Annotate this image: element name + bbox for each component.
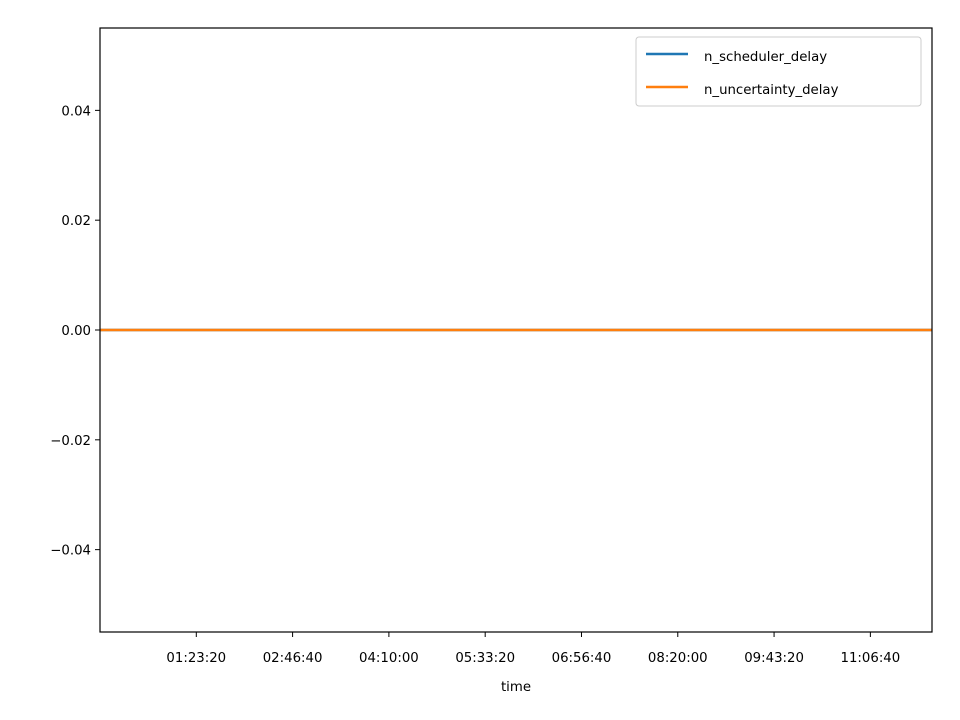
x-axis: 01:23:20 02:46:40 04:10:00 05:33:20 06:56:40… (166, 632, 900, 666)
x-tick-label: 06:56:40 (552, 651, 612, 666)
legend: n_scheduler_delay n_uncertainty_delay (635, 36, 922, 107)
x-tick-label: 02:46:40 (263, 651, 323, 666)
legend-label-n-uncertainty-delay: n_uncertainty_delay (704, 83, 839, 98)
y-tick-label: 0.04 (61, 104, 91, 119)
x-tick-label: 05:33:20 (455, 651, 515, 666)
y-axis: 0.04 0.02 0.00 −0.02 −0.04 (50, 104, 100, 559)
x-tick-label: 01:23:20 (166, 651, 226, 666)
y-tick-label: 0.02 (61, 214, 91, 229)
y-tick-label: −0.04 (50, 544, 91, 559)
x-tick-label: 11:06:40 (841, 651, 901, 666)
x-tick-label: 08:20:00 (648, 651, 708, 666)
legend-box (635, 36, 922, 107)
x-tick-label: 09:43:20 (744, 651, 804, 666)
x-tick-label: 04:10:00 (359, 651, 419, 666)
x-axis-label: time (501, 680, 531, 695)
legend-label-n-scheduler-delay: n_scheduler_delay (704, 50, 827, 65)
y-tick-label: 0.00 (61, 324, 91, 339)
y-tick-label: −0.02 (50, 434, 91, 449)
